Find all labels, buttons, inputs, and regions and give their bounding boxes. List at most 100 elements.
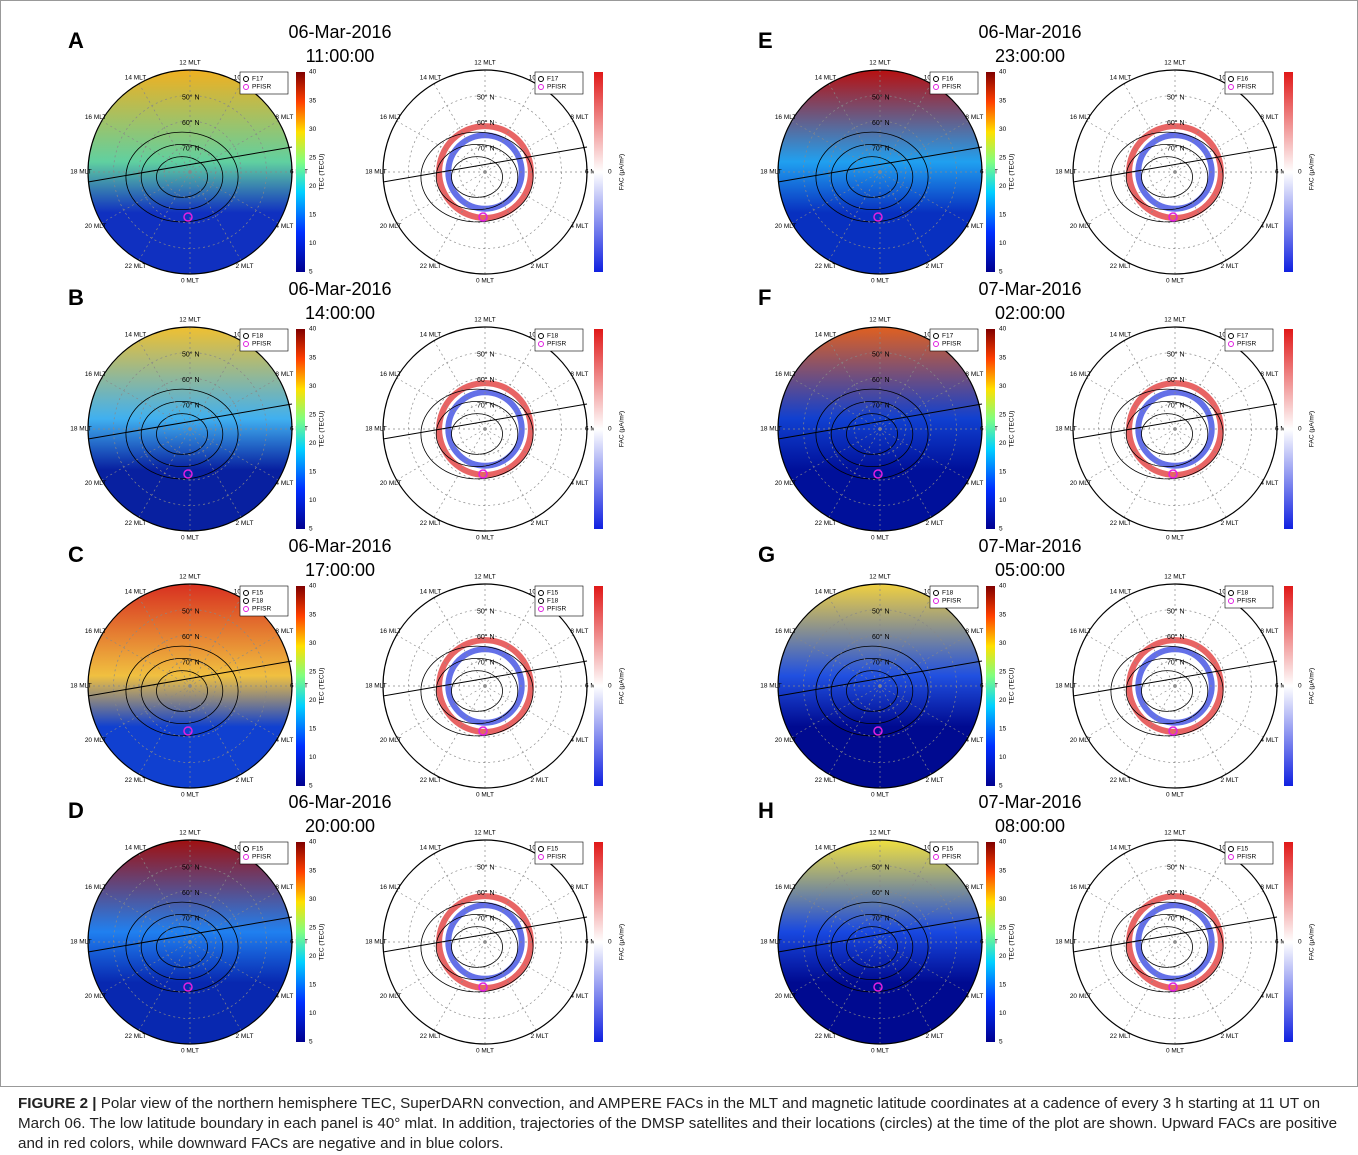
mlt-label: 12 MLT <box>474 317 496 324</box>
mlt-label: 0 MLT <box>1166 792 1184 799</box>
mlt-label: 12 MLT <box>1164 830 1186 837</box>
legend-label: PFISR <box>942 854 961 861</box>
lat-label: 70° N <box>182 914 200 922</box>
mlt-line <box>791 428 881 481</box>
mlt-label: 12 MLT <box>1164 60 1186 67</box>
mlt-label: 8 MLT <box>1260 114 1278 121</box>
legend-label: F15 <box>252 590 264 597</box>
mlt-line <box>828 941 881 1031</box>
legend-marker <box>1228 590 1234 596</box>
tec-colorbar <box>296 329 305 529</box>
mlt-line <box>101 634 191 687</box>
convection-contour <box>156 413 208 455</box>
map-boundary <box>777 583 983 789</box>
pfisr-location <box>873 982 883 992</box>
dmsp-track <box>777 916 983 953</box>
dmsp-track <box>1072 660 1278 697</box>
lat-label: 50° N <box>872 863 890 871</box>
mlt-line <box>101 941 191 994</box>
tec-tick-label: 25 <box>309 411 317 418</box>
tec-colorbar <box>296 586 305 786</box>
mlt-label: 0 MLT <box>871 792 889 799</box>
tec-tick-label: 30 <box>309 126 317 133</box>
mlt-label: 22 MLT <box>815 777 837 784</box>
tec-colorbar <box>296 72 305 272</box>
tec-tick-label: 10 <box>309 754 317 761</box>
mlt-line <box>189 890 279 943</box>
mlt-line <box>484 428 537 518</box>
lat-label: 50° N <box>477 350 495 358</box>
dmsp-track <box>777 146 983 183</box>
lat-label: 50° N <box>1167 93 1185 101</box>
convection-contour <box>451 926 503 968</box>
dmsp-track <box>87 403 293 440</box>
legend-marker <box>243 598 249 604</box>
fac-colorbar <box>594 842 603 1042</box>
mlt-label: 2 MLT <box>1221 263 1239 270</box>
mlt-label: 0 MLT <box>871 278 889 285</box>
tec-tick-label: 35 <box>999 867 1007 874</box>
mlt-label: 14 MLT <box>815 844 837 851</box>
mlt-line <box>101 890 191 943</box>
legend-label: PFISR <box>252 606 271 613</box>
mlt-label: 18 MLT <box>70 939 92 946</box>
mlt-line <box>1174 597 1227 687</box>
lat-label: 70° N <box>182 144 200 152</box>
mlt-label: 16 MLT <box>85 628 107 635</box>
lat-label: 70° N <box>1167 401 1185 409</box>
mlt-line <box>879 120 969 173</box>
legend-label: PFISR <box>252 84 271 91</box>
panel-time: 23:00:00 <box>995 46 1065 66</box>
mlt-label: 20 MLT <box>85 993 107 1000</box>
mlt-line <box>879 634 969 687</box>
legend-label: F18 <box>547 333 559 340</box>
mlt-line <box>396 171 486 224</box>
tec-tick-label: 20 <box>999 697 1007 704</box>
panel-letter: A <box>68 28 84 53</box>
convection-contour <box>846 926 898 968</box>
mlt-label: 14 MLT <box>420 588 442 595</box>
mlt-label: 22 MLT <box>420 1033 442 1040</box>
mlt-line <box>1123 340 1176 430</box>
panel-date: 07-Mar-2016 <box>978 279 1081 299</box>
legend-label: PFISR <box>252 854 271 861</box>
legend-label: F16 <box>942 76 954 83</box>
panel-letter: B <box>68 285 84 310</box>
mlt-line <box>189 120 279 173</box>
tec-tick-label: 40 <box>999 326 1007 333</box>
lat-label: 70° N <box>477 144 495 152</box>
mlt-label: 8 MLT <box>965 114 983 121</box>
fac-tick-label: 0 <box>608 939 612 946</box>
mlt-line <box>138 83 191 173</box>
lat-label: 60° N <box>872 889 890 897</box>
mlt-line <box>1123 171 1176 261</box>
mlt-line <box>879 171 969 224</box>
mlt-line <box>396 377 486 430</box>
legend-box <box>1224 328 1274 352</box>
tec-tick-label: 15 <box>309 982 317 989</box>
legend-marker <box>1228 76 1234 82</box>
legend-marker <box>538 854 544 860</box>
map-boundary <box>1072 326 1278 532</box>
map-boundary <box>777 326 983 532</box>
mlt-line <box>1174 428 1227 518</box>
dmsp-track <box>382 660 588 697</box>
mlt-line <box>791 120 881 173</box>
mlt-label: 20 MLT <box>380 480 402 487</box>
legend-marker <box>933 590 939 596</box>
mlt-label: 14 MLT <box>420 331 442 338</box>
mlt-label: 2 MLT <box>531 1033 549 1040</box>
mlt-label: 16 MLT <box>85 371 107 378</box>
panel-letter: G <box>758 542 775 567</box>
mlt-label: 22 MLT <box>125 1033 147 1040</box>
lat-label: 70° N <box>872 658 890 666</box>
mlt-label: 18 MLT <box>1055 683 1077 690</box>
panel-time: 20:00:00 <box>305 816 375 836</box>
mlt-line <box>1174 340 1227 430</box>
mlt-line <box>484 171 537 261</box>
mlt-line <box>396 428 486 481</box>
mlt-label: 12 MLT <box>179 317 201 324</box>
mlt-line <box>879 941 969 994</box>
legend-marker <box>538 76 544 82</box>
mlt-line <box>791 890 881 943</box>
